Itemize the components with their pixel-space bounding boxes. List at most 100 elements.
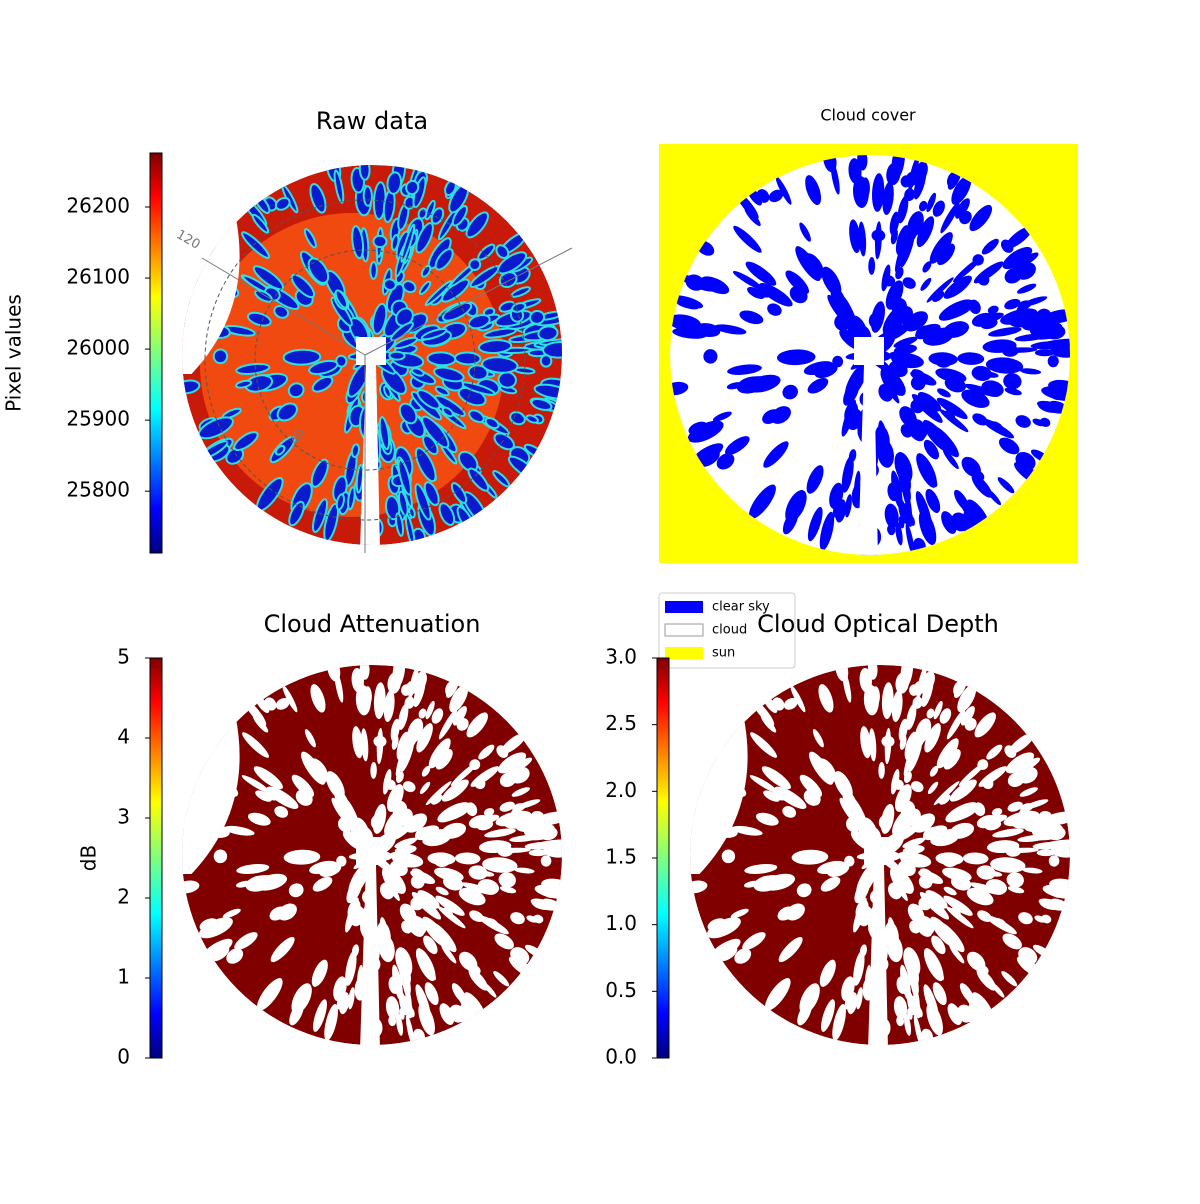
texture bbox=[937, 388, 951, 398]
texture bbox=[885, 280, 904, 310]
texture bbox=[498, 872, 516, 888]
texture bbox=[347, 486, 356, 511]
texture bbox=[832, 355, 844, 368]
texture bbox=[213, 849, 228, 864]
texture bbox=[405, 179, 420, 196]
texture bbox=[426, 351, 457, 367]
texture bbox=[890, 228, 898, 245]
texture bbox=[283, 849, 321, 865]
texture bbox=[753, 875, 781, 892]
colorbar-tick-label: 26100 bbox=[66, 265, 130, 289]
texture bbox=[899, 406, 917, 427]
texture bbox=[955, 198, 970, 219]
texture bbox=[844, 494, 852, 518]
texture bbox=[435, 749, 453, 770]
texture bbox=[528, 849, 548, 857]
texture bbox=[419, 781, 431, 795]
texture bbox=[391, 822, 413, 841]
texture bbox=[881, 735, 895, 748]
texture bbox=[807, 378, 829, 394]
texture bbox=[209, 945, 230, 962]
texture bbox=[449, 684, 469, 713]
legend-swatch bbox=[664, 623, 704, 637]
panel-title: Cloud Attenuation bbox=[264, 610, 481, 638]
texture bbox=[1050, 341, 1070, 358]
texture bbox=[236, 880, 252, 888]
polar-grid bbox=[204, 199, 526, 521]
texture bbox=[950, 802, 980, 821]
texture bbox=[421, 828, 447, 840]
texture bbox=[373, 682, 386, 720]
texture bbox=[986, 840, 1020, 854]
texture bbox=[383, 385, 392, 399]
texture bbox=[770, 406, 791, 424]
texture bbox=[904, 731, 918, 761]
texture bbox=[750, 732, 778, 758]
texture bbox=[442, 907, 453, 917]
texture bbox=[959, 983, 975, 1003]
legend-swatch bbox=[665, 601, 703, 613]
texture bbox=[1000, 239, 1014, 253]
texture bbox=[252, 714, 269, 733]
texture bbox=[869, 728, 877, 762]
texture bbox=[922, 327, 949, 339]
texture bbox=[839, 797, 860, 826]
texture bbox=[312, 876, 333, 892]
polar-axis bbox=[201, 257, 366, 356]
texture bbox=[972, 254, 984, 266]
texture bbox=[925, 488, 941, 514]
texture bbox=[373, 735, 387, 748]
texture bbox=[767, 303, 782, 316]
texture bbox=[492, 470, 511, 488]
texture bbox=[398, 991, 408, 1016]
texture bbox=[399, 903, 417, 924]
texture bbox=[1004, 298, 1021, 310]
texture bbox=[309, 860, 338, 875]
texture bbox=[398, 402, 418, 425]
texture bbox=[535, 813, 562, 826]
texture bbox=[422, 916, 449, 948]
colorbar bbox=[656, 657, 670, 1059]
texture bbox=[402, 781, 416, 793]
texture bbox=[698, 449, 720, 467]
texture bbox=[494, 933, 514, 950]
texture bbox=[454, 852, 481, 865]
texture bbox=[905, 523, 915, 555]
texture bbox=[902, 277, 916, 289]
texture bbox=[923, 439, 940, 460]
texture bbox=[670, 381, 689, 396]
texture bbox=[882, 181, 894, 216]
texture bbox=[424, 280, 453, 307]
texture bbox=[433, 366, 465, 383]
texture bbox=[1048, 855, 1060, 867]
texture bbox=[540, 855, 552, 867]
texture bbox=[989, 421, 1004, 432]
texture bbox=[404, 696, 415, 709]
texture bbox=[768, 189, 784, 203]
texture bbox=[348, 863, 370, 897]
texture bbox=[543, 842, 562, 858]
texture bbox=[441, 779, 469, 802]
texture bbox=[442, 802, 472, 821]
texture bbox=[414, 447, 437, 483]
texture bbox=[816, 758, 837, 783]
texture bbox=[420, 264, 432, 278]
texture bbox=[356, 964, 363, 993]
texture bbox=[414, 483, 432, 521]
texture bbox=[1037, 401, 1059, 413]
texture bbox=[389, 851, 405, 860]
texture bbox=[1045, 309, 1070, 318]
texture bbox=[941, 511, 957, 534]
texture bbox=[932, 290, 945, 303]
texture bbox=[1004, 387, 1022, 396]
texture bbox=[438, 502, 456, 526]
texture bbox=[242, 732, 270, 758]
texture bbox=[477, 243, 496, 261]
texture bbox=[1018, 757, 1041, 772]
texture bbox=[431, 794, 443, 805]
texture bbox=[864, 964, 871, 993]
texture bbox=[1019, 368, 1042, 375]
texture bbox=[969, 882, 1003, 895]
texture bbox=[901, 217, 915, 257]
texture bbox=[477, 339, 513, 355]
